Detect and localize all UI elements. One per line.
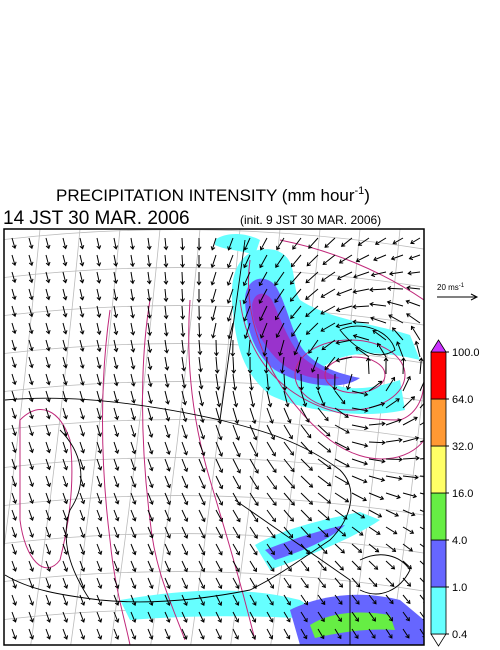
colorbar-tick-label: 0.4 — [452, 629, 467, 641]
parallel — [4, 495, 424, 516]
parallel — [4, 571, 424, 592]
colorbar-segment — [430, 539, 447, 588]
precip-heavy — [252, 293, 340, 380]
wind-scale-text: 20 ms — [437, 283, 459, 292]
wind-scale-superscript: -1 — [459, 283, 465, 289]
meridian — [390, 379, 424, 645]
title-superscript: -1 — [355, 185, 365, 197]
precip-north — [215, 234, 260, 255]
colorbar-segment — [430, 445, 447, 494]
map-title: PRECIPITATION INTENSITY (mm hour-1) — [56, 185, 370, 205]
colorbar-segment — [430, 492, 447, 541]
colorbar-segment — [430, 398, 447, 447]
meridian — [30, 229, 81, 645]
meridian — [350, 229, 401, 645]
colorbar-tick-label: 16.0 — [452, 488, 473, 500]
colorbar-segment — [430, 351, 447, 400]
colorbar-segment — [430, 586, 447, 635]
wind-arrows — [11, 237, 424, 640]
meridian — [270, 229, 321, 645]
meridian — [470, 229, 500, 650]
valid-time: 14 JST 30 MAR. 2006 — [3, 208, 190, 229]
colorbar: 0.4 1.0 4.0 16.0 32.0 64.0 100.0 — [430, 339, 480, 647]
parallel — [4, 229, 424, 250]
title-text: PRECIPITATION INTENSITY (mm hour — [56, 186, 355, 205]
colorbar-tick-label: 32.0 — [452, 441, 473, 453]
lat-lon-grid — [4, 229, 500, 650]
wind-vectors — [11, 237, 424, 640]
meridian — [4, 229, 41, 551]
wind-scale-arrow — [437, 293, 479, 301]
meridian — [70, 229, 121, 645]
parallel — [4, 343, 424, 364]
meridian — [310, 229, 361, 645]
title-close: ) — [364, 186, 370, 205]
parallel — [4, 419, 424, 440]
colorbar-tick-label: 64.0 — [452, 394, 473, 406]
colorbar-tick-label: 1.0 — [452, 582, 467, 594]
meridian — [150, 229, 201, 645]
map-frame — [3, 228, 425, 646]
init-time: (init. 9 JST 30 MAR. 2006) — [240, 213, 381, 227]
wind-scale-label: 20 ms-1 — [437, 283, 465, 292]
colorbar-upper-triangle — [430, 339, 447, 353]
precip-band — [120, 590, 330, 620]
parallel — [4, 267, 424, 288]
map-area — [4, 229, 500, 650]
colorbar-lower-triangle — [430, 633, 447, 647]
parallel — [4, 457, 424, 478]
precip-light — [231, 249, 420, 415]
coastlines — [4, 239, 411, 645]
colorbar-tick-label: 4.0 — [452, 535, 467, 547]
colorbar-tick-label: 100.0 — [452, 347, 480, 359]
map-background — [4, 229, 424, 645]
